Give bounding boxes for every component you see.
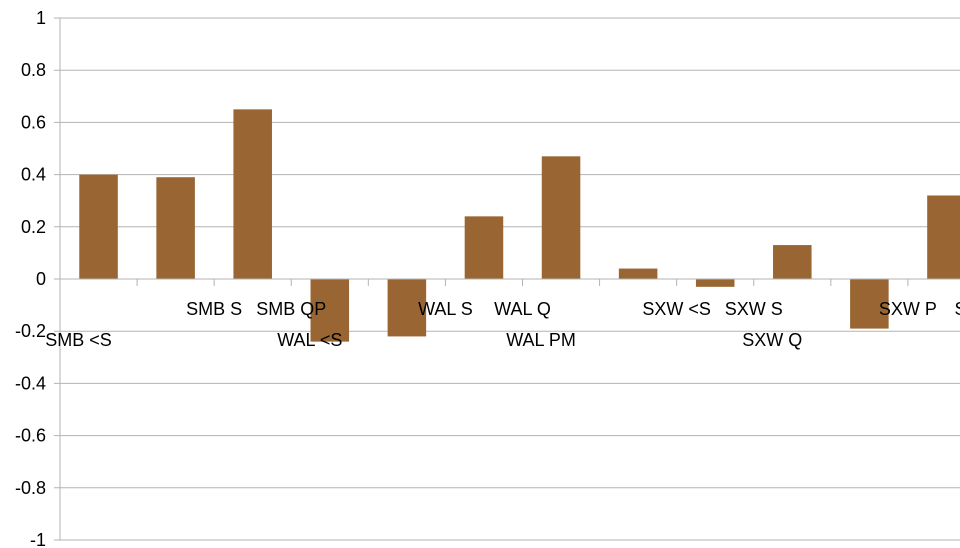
y-tick-label: -0.6 bbox=[15, 426, 46, 446]
y-tick-label: 1 bbox=[36, 8, 46, 28]
bar bbox=[541, 156, 581, 279]
category-label: SXW P bbox=[879, 299, 937, 319]
bar bbox=[79, 174, 118, 279]
category-label: SXW <S bbox=[642, 299, 711, 319]
y-tick-label: -0.2 bbox=[15, 321, 46, 341]
category-label: WAL Q bbox=[494, 299, 551, 319]
bars bbox=[79, 109, 960, 342]
y-tick-label: 0.6 bbox=[21, 112, 46, 132]
y-tick-label: 0.8 bbox=[21, 60, 46, 80]
y-tick-label: -0.4 bbox=[15, 373, 46, 393]
bar bbox=[233, 109, 272, 279]
bar bbox=[156, 177, 195, 279]
axes bbox=[54, 18, 960, 540]
bar bbox=[387, 279, 427, 337]
y-tick-label: 0.4 bbox=[21, 165, 46, 185]
y-tick-label: 0.2 bbox=[21, 217, 46, 237]
bar bbox=[464, 216, 504, 279]
category-label: WAL PM bbox=[506, 330, 576, 350]
bar bbox=[310, 279, 350, 342]
y-tick-labels: 1 0.8 0.6 0.4 0.2 0 -0.2 -0.4 -0.6 -0.8 -1 bbox=[15, 8, 46, 548]
category-label: SMB S bbox=[186, 299, 242, 319]
y-tick-label: -1 bbox=[30, 530, 46, 548]
category-label: WAL <S bbox=[277, 330, 342, 350]
bar bbox=[927, 195, 960, 279]
bar bbox=[850, 279, 889, 329]
category-label: SMB <S bbox=[45, 330, 112, 350]
category-label: SXW Q bbox=[742, 330, 802, 350]
bar bbox=[695, 279, 735, 287]
category-labels: SMB <S SMB S SMB QP WAL <S WAL S WAL Q WAL PM S… bbox=[45, 299, 960, 350]
category-label: SMB QP bbox=[256, 299, 326, 319]
category-label: WAL S bbox=[418, 299, 473, 319]
bar bbox=[618, 268, 658, 279]
y-tick-label: 0 bbox=[36, 269, 46, 289]
y-tick-label: -0.8 bbox=[15, 478, 46, 498]
bar bbox=[773, 245, 812, 279]
category-label: SXW S bbox=[725, 299, 783, 319]
category-label: SXW M bbox=[955, 299, 960, 319]
